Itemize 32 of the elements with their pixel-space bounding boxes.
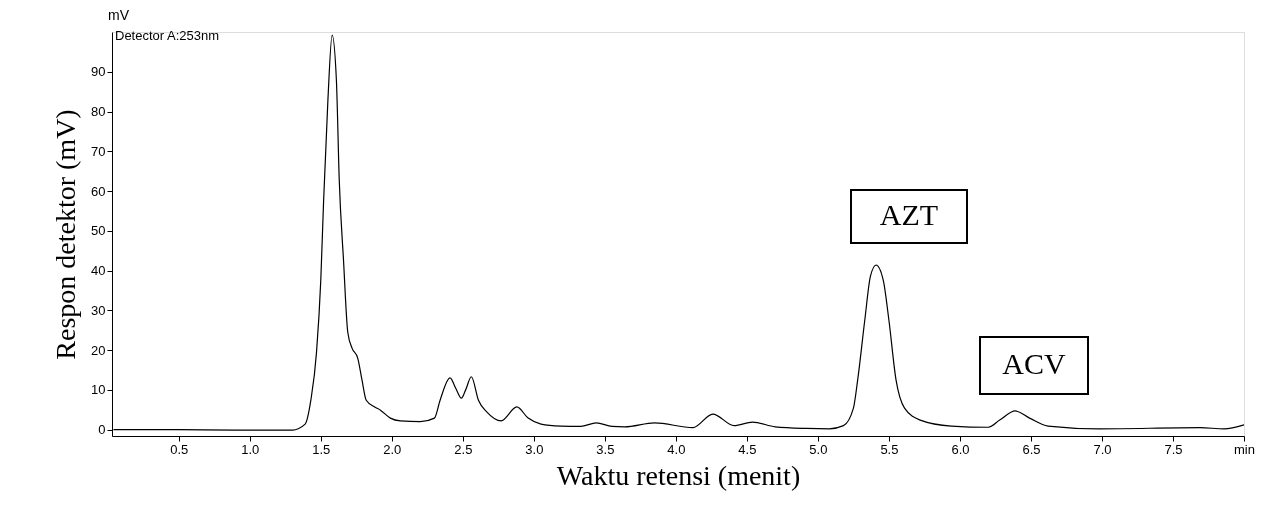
- x-tick-label: 7.0: [1093, 441, 1112, 457]
- x-tick-label: 6.5: [1022, 441, 1041, 457]
- x-tick-label: 1.5: [312, 441, 331, 457]
- annotation: ACV: [1002, 347, 1066, 380]
- y-tick-label: 90: [91, 64, 106, 80]
- y-tick-label: 0: [98, 422, 106, 438]
- x-tick-label: 4.0: [667, 441, 686, 457]
- x-tick-label: 2.5: [454, 441, 473, 457]
- x-tick-label: min: [1234, 441, 1255, 457]
- annotation: Detector A:253nm: [115, 28, 220, 43]
- x-tick-label: 7.5: [1164, 441, 1183, 457]
- x-tick-label: 0.5: [170, 441, 189, 457]
- x-tick-label: 3.0: [525, 441, 544, 457]
- y-tick-label: 20: [91, 342, 106, 358]
- x-axis-title: Waktu retensi (menit): [556, 459, 801, 491]
- text: mV: [108, 7, 130, 23]
- y-tick-label: 40: [91, 263, 106, 279]
- y-tick-label: 10: [91, 382, 106, 398]
- y-tick-label: 80: [91, 104, 106, 120]
- x-tick-label: 6.0: [951, 441, 970, 457]
- x-tick-label: 2.0: [383, 441, 402, 457]
- y-tick-label: 60: [91, 183, 106, 199]
- y-tick-label: 30: [91, 302, 106, 318]
- x-tick-label: 3.5: [596, 441, 615, 457]
- x-tick-label: 1.0: [241, 441, 260, 457]
- x-tick-label: 5.0: [809, 441, 828, 457]
- y-axis-title: Respon detektor (mV): [50, 109, 82, 360]
- x-tick-label: 4.5: [738, 441, 757, 457]
- annotation: AZT: [879, 198, 939, 231]
- y-tick-label: 70: [91, 143, 106, 159]
- y-tick-label: 50: [91, 223, 106, 239]
- x-tick-label: 5.5: [880, 441, 899, 457]
